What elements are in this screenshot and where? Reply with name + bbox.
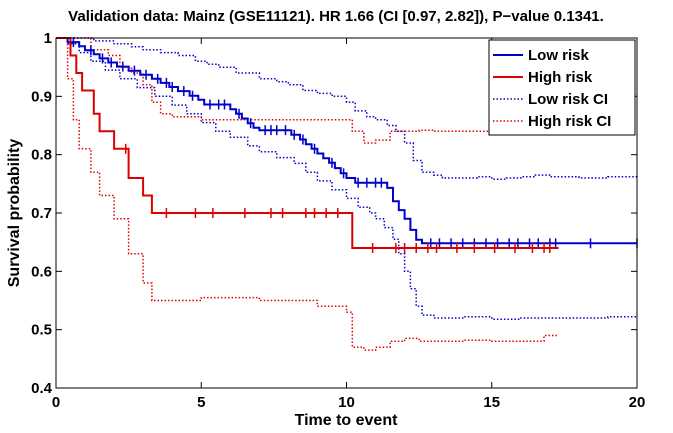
x-axis-label: Time to event <box>295 412 399 429</box>
ticks-layer: 0 5 10 15 20 0.4 0.5 0.6 0.7 0.8 0.9 1 <box>31 30 645 411</box>
low-risk-ci-lower-line <box>56 37 638 320</box>
legend-label-high-risk-ci: High risk CI <box>528 113 611 130</box>
y-tick-label: 0.4 <box>31 380 53 397</box>
x-tick-label: 15 <box>483 394 500 411</box>
high-risk-ci-lower-line <box>56 37 559 351</box>
x-tick-label: 20 <box>629 394 646 411</box>
legend-label-low-risk: Low risk <box>528 47 590 64</box>
legend-label-high-risk: High risk <box>528 69 593 86</box>
y-tick-label: 0.7 <box>31 205 52 222</box>
legend-label-low-risk-ci: Low risk CI <box>528 91 608 108</box>
y-tick-label: 0.9 <box>31 88 52 105</box>
y-tick-label: 0.6 <box>31 263 52 280</box>
x-tick-label: 5 <box>197 394 205 411</box>
low-risk-ci-upper-line <box>56 37 638 180</box>
legend: Low risk High risk Low risk CI High risk CI <box>488 39 636 136</box>
curves-layer <box>56 37 638 351</box>
y-tick-label: 1 <box>44 30 52 47</box>
y-axis-label: Survival probability <box>6 139 23 288</box>
high-risk-curve <box>56 37 559 249</box>
chart-title: Validation data: Mainz (GSE11121). HR 1.… <box>68 8 604 25</box>
x-tick-label: 10 <box>338 394 355 411</box>
y-tick-label: 0.8 <box>31 147 52 164</box>
y-tick-label: 0.5 <box>31 322 52 339</box>
x-tick-label: 0 <box>52 394 60 411</box>
